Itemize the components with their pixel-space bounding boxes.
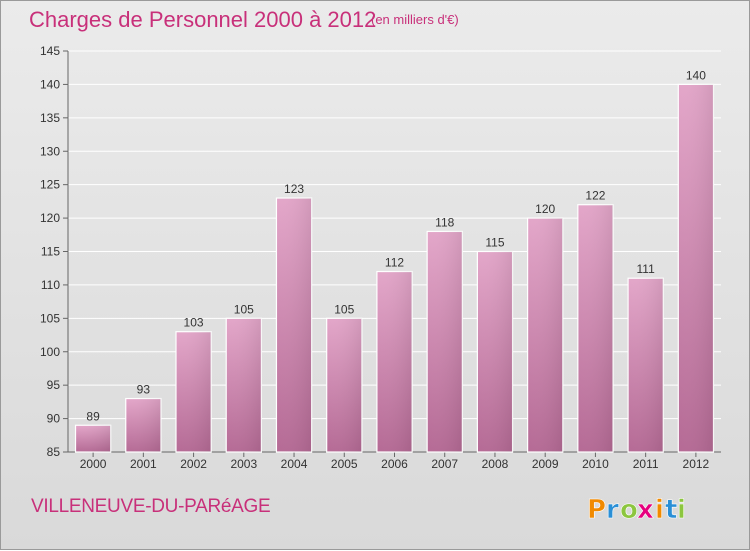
y-tick-label: 100 bbox=[40, 345, 60, 359]
y-tick-label: 125 bbox=[40, 178, 60, 192]
data-label: 111 bbox=[637, 262, 656, 276]
y-tick-label: 135 bbox=[40, 111, 60, 125]
data-label: 105 bbox=[334, 302, 354, 316]
data-label: 122 bbox=[585, 189, 605, 203]
data-label: 105 bbox=[234, 302, 254, 316]
logo-letter: o bbox=[620, 495, 638, 525]
data-label: 103 bbox=[184, 316, 204, 330]
y-tick-label: 140 bbox=[40, 77, 60, 91]
logo-letter: x bbox=[637, 495, 654, 525]
x-tick-label: 2012 bbox=[683, 457, 710, 471]
bar-shade bbox=[276, 198, 312, 452]
data-label: 93 bbox=[137, 383, 151, 397]
bar-shade bbox=[427, 231, 463, 452]
logo-letter: P bbox=[587, 495, 606, 525]
x-tick-label: 2004 bbox=[281, 457, 308, 471]
y-tick-label: 85 bbox=[47, 445, 61, 459]
bar-shade bbox=[226, 318, 262, 452]
data-label: 112 bbox=[385, 256, 404, 270]
y-tick-label: 110 bbox=[41, 278, 60, 292]
x-tick-label: 2006 bbox=[381, 457, 408, 471]
bar-shade bbox=[527, 218, 563, 452]
commune-name: VILLENEUVE-DU-PARéAGE bbox=[31, 496, 271, 517]
bar-shade bbox=[678, 84, 714, 453]
bar-shade bbox=[125, 398, 161, 452]
y-tick-label: 145 bbox=[40, 44, 60, 58]
bar-shade bbox=[577, 204, 614, 452]
x-tick-label: 2010 bbox=[582, 457, 609, 471]
x-tick-label: 2002 bbox=[180, 457, 207, 471]
bar-shade bbox=[326, 318, 362, 452]
x-tick-label: 2003 bbox=[230, 457, 257, 471]
x-tick-label: 2001 bbox=[130, 457, 157, 471]
y-tick-label: 120 bbox=[40, 211, 60, 225]
data-label: 115 bbox=[485, 236, 504, 250]
y-tick-label: 90 bbox=[47, 412, 61, 426]
y-tick-label: 95 bbox=[47, 378, 61, 392]
logo-letter: i bbox=[655, 495, 664, 525]
x-tick-label: 2005 bbox=[331, 457, 358, 471]
x-tick-label: 2007 bbox=[431, 457, 458, 471]
bar-shade bbox=[175, 331, 212, 452]
axis-layer: 85 90 95 100 105 110 115 120 125 130 135 140 145 2000… bbox=[40, 44, 721, 471]
chart-subtitle: (en milliers d'€) bbox=[371, 12, 459, 27]
y-tick-label: 130 bbox=[40, 144, 60, 158]
x-tick-label: 2008 bbox=[482, 457, 509, 471]
bar-shade bbox=[75, 425, 111, 452]
x-tick-label: 2000 bbox=[80, 457, 107, 471]
bar-shade bbox=[628, 278, 664, 452]
bar-shade bbox=[477, 251, 513, 452]
y-tick-label: 115 bbox=[41, 245, 60, 259]
logo-letter: t bbox=[665, 495, 677, 525]
data-label: 89 bbox=[86, 409, 100, 423]
data-label: 123 bbox=[284, 182, 304, 196]
logo-letter: r bbox=[606, 495, 619, 525]
data-label: 140 bbox=[686, 68, 706, 82]
chart-title: Charges de Personnel 2000 à 2012 bbox=[29, 7, 377, 32]
data-label: 118 bbox=[435, 215, 454, 229]
bar-layer: 89 93 103 105 123 105 112 118 115 120 122 111 140 bbox=[74, 68, 715, 453]
x-tick-label: 2011 bbox=[633, 457, 659, 471]
y-tick-label: 105 bbox=[40, 311, 60, 325]
bar-shade bbox=[376, 271, 413, 452]
data-label: 120 bbox=[535, 202, 555, 216]
logo-letter: i bbox=[677, 495, 686, 525]
x-tick-label: 2009 bbox=[532, 457, 559, 471]
